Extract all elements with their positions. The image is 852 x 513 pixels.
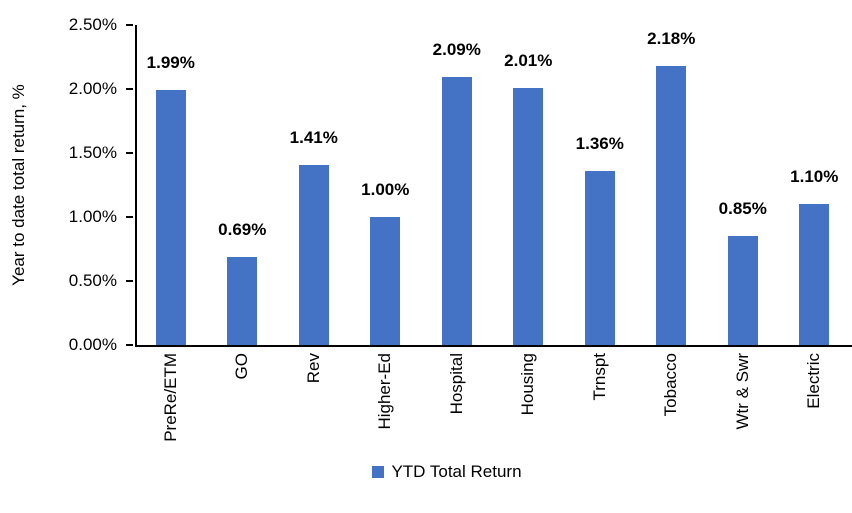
- plot-area: [135, 25, 852, 347]
- bar: [656, 65, 687, 345]
- bar-value-label: 2.01%: [504, 50, 553, 70]
- bar: [799, 204, 830, 345]
- legend-swatch-icon: [372, 466, 385, 478]
- y-axis-tick-mark: [126, 216, 133, 218]
- bar-value-label: 2.18%: [647, 28, 696, 48]
- x-axis-category-label: Tobacco: [661, 353, 681, 417]
- x-axis-category-label: Wtr & Swr: [732, 353, 752, 430]
- x-axis-category-label: Higher-Ed: [375, 353, 395, 430]
- y-axis-tick-mark: [126, 152, 133, 154]
- y-axis-title: Year to date total return, %: [9, 84, 28, 286]
- bar-value-label: 1.36%: [575, 133, 624, 153]
- y-axis-tick-label: 0.50%: [68, 271, 117, 290]
- x-axis-category-label: Hospital: [446, 353, 466, 415]
- y-axis-tick-mark: [126, 24, 133, 26]
- x-axis-category-label: GO: [232, 353, 252, 380]
- x-axis-category-label: Trnspt: [589, 353, 609, 401]
- bar: [298, 164, 329, 345]
- bar: [370, 217, 401, 345]
- y-axis-tick-label: 1.00%: [68, 207, 117, 226]
- legend-label: YTD Total Return: [391, 462, 522, 481]
- x-axis-category-label: Rev: [303, 353, 323, 384]
- x-axis-category-label: Housing: [518, 353, 538, 416]
- bar-value-label: 1.00%: [361, 180, 410, 199]
- bar-value-label: 2.09%: [432, 40, 481, 60]
- bar: [584, 170, 615, 345]
- y-axis-tick-mark: [126, 88, 133, 90]
- bar: [727, 236, 758, 345]
- bar-value-label: 1.99%: [146, 53, 195, 73]
- y-axis-tick-label: 2.00%: [68, 79, 117, 98]
- bar-value-label: 0.69%: [218, 219, 267, 239]
- y-axis-tick-label: 1.50%: [68, 143, 117, 162]
- bar-value-label: 1.10%: [790, 167, 839, 187]
- legend: YTD Total Return: [135, 460, 759, 484]
- bar: [441, 77, 472, 345]
- y-axis-tick-mark: [126, 280, 133, 282]
- y-axis-tick-label: 0.00%: [68, 335, 117, 354]
- x-axis-category-label: Electric: [804, 353, 824, 409]
- y-axis-tick-mark: [126, 344, 133, 346]
- bar-value-label: 1.41%: [289, 127, 338, 147]
- x-axis-category-label: PreRe/ETM: [160, 353, 180, 442]
- y-axis-tick-label: 2.50%: [68, 15, 117, 34]
- bar: [155, 90, 186, 345]
- bar: [513, 87, 544, 345]
- bar-value-label: 0.85%: [718, 199, 767, 219]
- bar: [227, 256, 258, 345]
